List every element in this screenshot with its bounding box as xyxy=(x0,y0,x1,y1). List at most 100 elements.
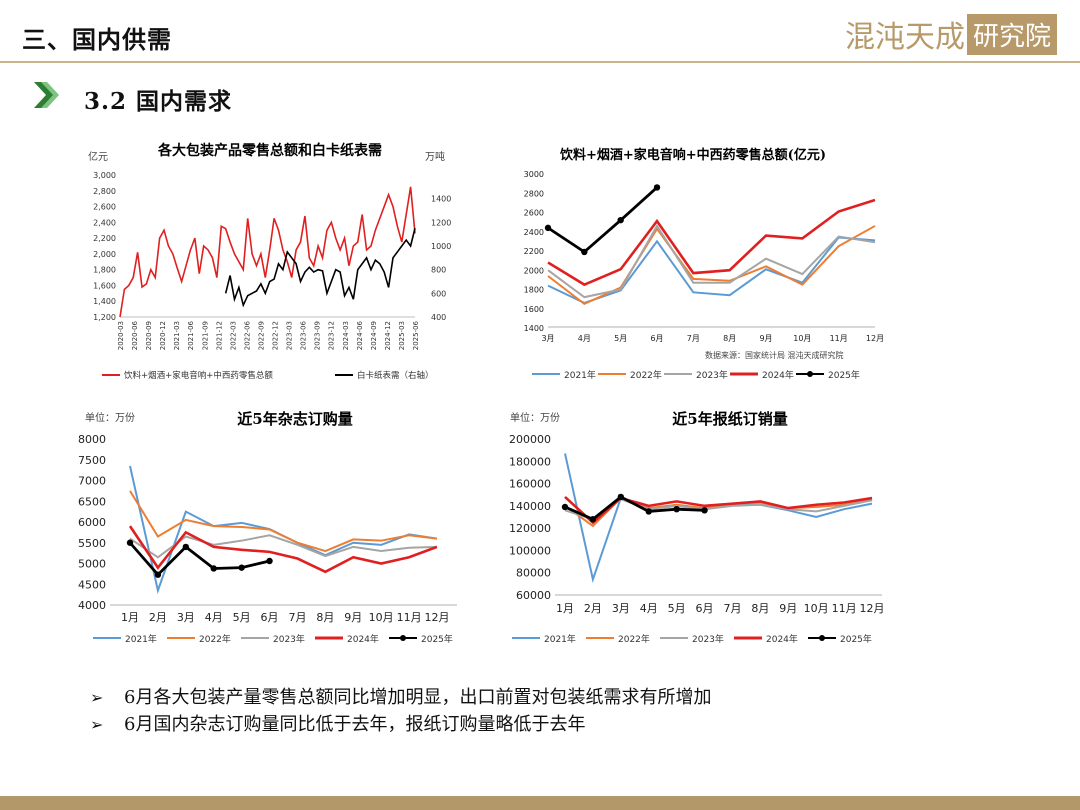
bullet-item: ➢ 6月各大包装产量零售总额同比增加明显，出口前置对包装纸需求有所增加 xyxy=(90,684,711,711)
x-tick-label: 2月 xyxy=(584,602,602,615)
data-point-marker xyxy=(238,564,245,571)
x-tick-label: 5月 xyxy=(233,611,251,624)
y2-tick-label: 600 xyxy=(431,289,446,298)
y-tick-label: 1400 xyxy=(524,324,544,333)
bullet-arrow-icon: ➢ xyxy=(90,688,104,707)
series-line-y2021 xyxy=(547,236,876,305)
source-note: 数据来源：国家统计局 混沌天成研究院 xyxy=(705,350,844,360)
series-line-y2025 xyxy=(128,541,270,577)
legend-label: 2025年 xyxy=(421,633,453,645)
y-tick-label: 1600 xyxy=(524,305,544,314)
x-tick-label: 5月 xyxy=(668,602,686,615)
chart-title: 近5年杂志订购量 xyxy=(237,410,352,428)
series-line-y2025 xyxy=(564,495,705,521)
x-tick-label: 2024-09 xyxy=(370,321,378,350)
x-tick-label: 10月 xyxy=(804,602,829,615)
x-tick-label: 2022-12 xyxy=(272,321,280,350)
x-tick-label: 2021-12 xyxy=(215,321,223,350)
bullet-text: 6月各大包装产量零售总额同比增加明显，出口前置对包装纸需求有所增加 xyxy=(124,687,712,708)
x-tick-label: 2022-09 xyxy=(257,321,265,350)
y2-tick-label: 1400 xyxy=(431,195,451,204)
series-line-y2023 xyxy=(547,224,876,299)
x-tick-label: 11月 xyxy=(830,334,848,343)
data-point-marker xyxy=(561,503,569,511)
y2-tick-label: 1000 xyxy=(431,242,451,251)
x-tick-label: 4月 xyxy=(640,602,658,615)
y-tick-label: 5000 xyxy=(78,558,106,571)
x-tick-label: 2020-12 xyxy=(159,321,167,350)
y-tick-label: 180000 xyxy=(509,455,551,468)
x-tick-label: 2025-06 xyxy=(412,320,420,350)
y2-tick-label: 400 xyxy=(431,313,446,322)
y-tick-label: 2,800 xyxy=(93,187,116,196)
y-tick-label: 2800 xyxy=(524,189,544,198)
chart-title: 近5年报纸订销量 xyxy=(672,410,787,428)
x-tick-label: 6月 xyxy=(261,611,279,624)
x-tick-label: 2022-06 xyxy=(243,320,251,350)
x-tick-label: 9月 xyxy=(759,334,772,343)
legend-marker xyxy=(400,635,406,641)
chart-title: 饮料+烟酒+家电音响+中西药零售总额(亿元) xyxy=(559,147,826,163)
y-axis-unit: 亿元 xyxy=(88,150,108,163)
summary-bullets: ➢ 6月各大包装产量零售总额同比增加明显，出口前置对包装纸需求有所增加 ➢ 6月… xyxy=(90,684,711,738)
x-tick-label: 4月 xyxy=(205,611,223,624)
newspaper-subscription-chart: 近5年报纸订销量 单位：万份 60000 80000 100000 120000 14000… xyxy=(509,410,885,645)
packaging-retail-vs-ivory-board-chart: 各大包装产品零售总额和白卡纸表需 亿元 万吨 1,200 1,400 1,600 1,800… xyxy=(88,142,451,381)
x-tick-label: 7月 xyxy=(687,334,700,343)
y-tick-label: 7000 xyxy=(78,475,106,488)
x-tick-label: 2021-06 xyxy=(187,320,195,350)
legend-label: 2021年 xyxy=(544,633,576,645)
y-tick-label: 7500 xyxy=(78,454,106,467)
y-tick-label: 140000 xyxy=(509,500,551,513)
bullet-item: ➢ 6月国内杂志订购量同比低于去年，报纸订购量略低于去年 xyxy=(90,711,711,738)
y-tick-label: 160000 xyxy=(509,478,551,491)
y-tick-label: 100000 xyxy=(509,544,551,557)
x-tick-label: 2021-03 xyxy=(173,321,181,350)
x-tick-label: 2023-12 xyxy=(328,321,336,350)
x-tick-label: 10月 xyxy=(369,611,394,624)
y-tick-label: 6000 xyxy=(78,516,106,529)
y-tick-label: 2,200 xyxy=(93,234,116,243)
x-tick-label: 8月 xyxy=(751,602,769,615)
series-line-y2021 xyxy=(129,465,438,595)
x-tick-label: 2024-06 xyxy=(356,320,364,350)
y-tick-label: 1,600 xyxy=(93,281,116,290)
logo-text: 混沌天成 xyxy=(845,20,965,55)
bullet-arrow-icon: ➢ xyxy=(90,715,104,734)
x-tick-label: 4月 xyxy=(578,334,591,343)
legend-label: 2023年 xyxy=(692,633,724,645)
y-tick-label: 2,400 xyxy=(93,218,116,227)
x-tick-label: 12月 xyxy=(860,602,885,615)
x-tick-label: 1月 xyxy=(556,602,574,615)
retail-sales-yearly-chart: 饮料+烟酒+家电音响+中西药零售总额(亿元) 1400 1600 1800 2000 22… xyxy=(524,147,884,381)
unit-label: 单位：万份 xyxy=(85,411,135,424)
x-tick-label: 2020-09 xyxy=(145,321,153,350)
x-tick-label: 8月 xyxy=(316,611,334,624)
y2-tick-label: 1200 xyxy=(431,218,451,227)
data-point-marker xyxy=(266,557,273,565)
legend-label: 2024年 xyxy=(766,633,798,645)
x-tick-label: 11月 xyxy=(832,602,857,615)
x-tick-label: 3月 xyxy=(177,611,195,624)
y-tick-label: 80000 xyxy=(516,567,551,580)
series-line-ivory-board xyxy=(224,228,416,308)
header-divider xyxy=(0,61,1080,63)
data-point-marker xyxy=(544,224,552,232)
legend-label: 白卡纸表需（右轴） xyxy=(357,370,434,381)
y-tick-label: 1800 xyxy=(524,286,544,295)
x-tick-label: 2023-09 xyxy=(314,321,322,350)
x-tick-label: 5月 xyxy=(614,334,627,343)
x-tick-label: 12月 xyxy=(866,334,884,343)
y-tick-label: 3000 xyxy=(524,170,544,179)
legend-marker xyxy=(807,371,813,377)
legend-label: 饮料+烟酒+家电音响+中西药零售总额 xyxy=(124,370,273,381)
unit-label: 单位：万份 xyxy=(510,411,560,424)
company-logo: 混沌天成 研究院 xyxy=(845,13,1058,55)
y-tick-label: 5500 xyxy=(78,537,106,550)
x-tick-label: 6月 xyxy=(650,334,663,343)
bullet-text: 6月国内杂志订购量同比低于去年，报纸订购量略低于去年 xyxy=(124,714,586,735)
y-tick-label: 2,000 xyxy=(93,250,116,259)
data-point-marker xyxy=(154,571,162,578)
x-tick-label: 10月 xyxy=(793,334,811,343)
y-tick-label: 6500 xyxy=(78,495,106,508)
